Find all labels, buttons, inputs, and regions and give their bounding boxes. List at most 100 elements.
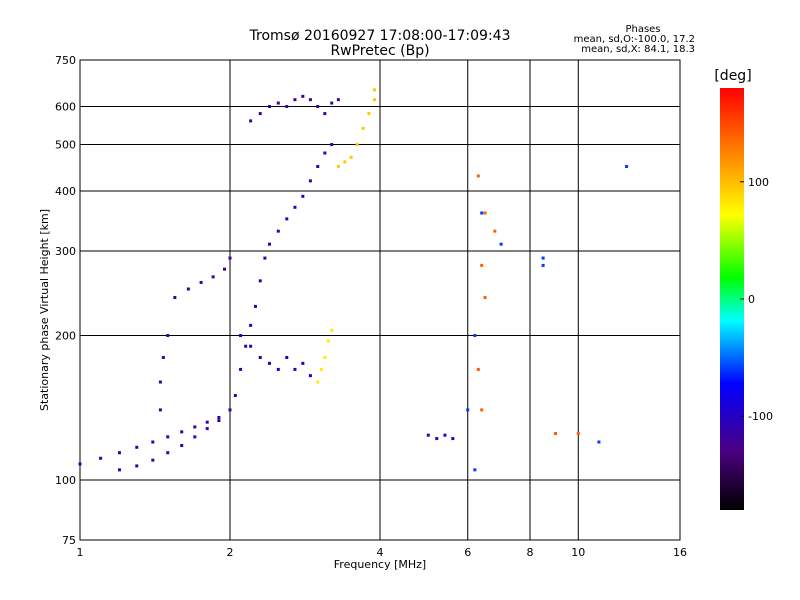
- colorbar-label: [deg]: [714, 68, 751, 84]
- data-point: [476, 367, 480, 371]
- data-point: [267, 242, 271, 246]
- data-point: [258, 355, 262, 359]
- data-point: [301, 194, 305, 198]
- data-point: [249, 119, 253, 123]
- data-point: [435, 437, 439, 441]
- data-point: [293, 98, 297, 102]
- data-point: [323, 355, 327, 359]
- data-point: [301, 361, 305, 365]
- data-point: [330, 143, 334, 147]
- data-point: [323, 151, 327, 155]
- chart-title: Tromsø 20160927 17:08:00-17:09:43: [249, 28, 511, 44]
- x-tick-label: 2: [227, 546, 234, 559]
- data-point: [117, 451, 121, 455]
- data-point: [276, 101, 280, 105]
- data-point: [244, 344, 248, 348]
- phase-stats-title: Phases: [625, 24, 660, 35]
- data-point: [355, 143, 359, 147]
- data-point: [258, 279, 262, 283]
- data-point: [343, 160, 347, 164]
- data-point: [249, 323, 253, 327]
- data-point: [217, 419, 221, 423]
- data-point: [166, 334, 170, 338]
- x-axis-label: Frequency [MHz]: [334, 558, 426, 571]
- y-tick-labels: 75 100 200 300 400 500 600 750: [55, 54, 76, 547]
- data-point: [228, 256, 232, 260]
- data-point: [480, 408, 484, 412]
- data-point: [199, 280, 203, 284]
- data-point: [166, 451, 170, 455]
- y-tick-label: 750: [55, 54, 76, 67]
- data-point: [161, 355, 165, 359]
- data-point: [117, 468, 121, 472]
- data-point: [451, 437, 455, 441]
- data-point: [493, 229, 497, 233]
- data-point: [541, 263, 545, 267]
- y-tick-label: 500: [55, 139, 76, 152]
- y-tick-label: 400: [55, 185, 76, 198]
- data-point: [625, 164, 629, 168]
- x-tick-label: 4: [377, 546, 384, 559]
- x-tick-label: 1: [77, 546, 84, 559]
- data-point: [473, 468, 477, 472]
- data-point: [336, 98, 340, 102]
- data-point: [249, 344, 253, 348]
- data-point: [135, 445, 139, 449]
- data-point: [373, 88, 377, 92]
- x-tick-label: 6: [464, 546, 471, 559]
- data-point: [326, 339, 330, 343]
- data-point: [308, 374, 312, 378]
- data-point: [285, 105, 289, 109]
- data-point: [211, 275, 215, 279]
- x-tick-label: 10: [571, 546, 585, 559]
- data-point: [173, 296, 177, 300]
- data-point: [319, 367, 323, 371]
- data-point: [158, 408, 162, 412]
- data-point: [349, 155, 353, 159]
- data-point: [253, 304, 257, 308]
- data-point: [151, 440, 155, 444]
- data-point: [316, 105, 320, 109]
- y-tick-label: 75: [62, 534, 76, 547]
- data-point: [276, 367, 280, 371]
- data-point: [205, 420, 209, 424]
- data-point: [476, 174, 480, 178]
- y-tick-label: 600: [55, 101, 76, 114]
- x-tick-label: 8: [527, 546, 534, 559]
- data-point: [239, 334, 243, 338]
- colorbar-ticks: 100 0 -100: [740, 176, 773, 423]
- data-point: [541, 256, 545, 260]
- data-point: [263, 256, 267, 260]
- data-point: [308, 98, 312, 102]
- data-point: [316, 380, 320, 384]
- colorbar-tick-label: -100: [748, 410, 773, 423]
- data-point: [78, 462, 82, 466]
- data-point: [308, 179, 312, 183]
- data-points: [78, 88, 629, 472]
- data-point: [151, 458, 155, 462]
- data-point: [239, 367, 243, 371]
- y-tick-label: 300: [55, 245, 76, 258]
- data-point: [180, 430, 184, 434]
- data-point: [597, 440, 601, 444]
- data-point: [293, 367, 297, 371]
- data-point: [316, 164, 320, 168]
- data-point: [443, 433, 447, 437]
- data-point: [205, 427, 209, 431]
- data-point: [223, 267, 227, 271]
- colorbar-tick-label: 0: [748, 293, 755, 306]
- data-point: [499, 242, 503, 246]
- data-point: [135, 464, 139, 468]
- data-point: [480, 263, 484, 267]
- phase-stats-o: mean, sd,O:-100.0, 17.2: [574, 34, 695, 45]
- data-point: [483, 211, 487, 215]
- data-point: [186, 287, 190, 291]
- data-point: [330, 328, 334, 332]
- data-point: [276, 229, 280, 233]
- y-tick-label: 200: [55, 330, 76, 343]
- data-point: [576, 432, 580, 436]
- colorbar-tick-label: 100: [748, 176, 769, 189]
- data-point: [480, 211, 484, 215]
- data-point: [193, 435, 197, 439]
- data-point: [330, 101, 334, 105]
